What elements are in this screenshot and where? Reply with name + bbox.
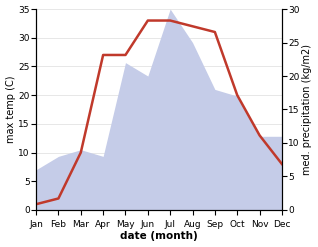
X-axis label: date (month): date (month) — [120, 231, 198, 242]
Y-axis label: med. precipitation (kg/m2): med. precipitation (kg/m2) — [302, 44, 313, 175]
Y-axis label: max temp (C): max temp (C) — [5, 76, 16, 143]
